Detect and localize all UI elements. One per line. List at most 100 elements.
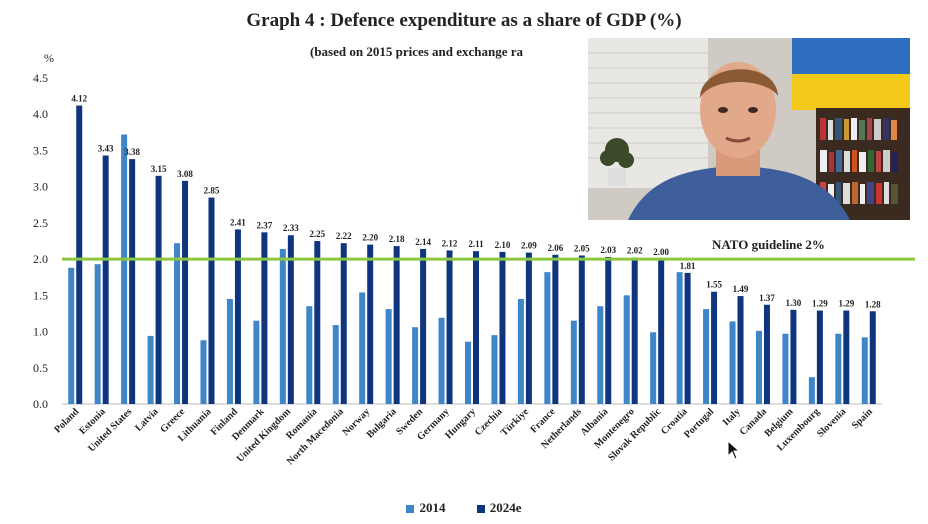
mouse-cursor-icon [727,440,741,460]
bar-2024e [473,251,479,404]
y-axis-label: % [44,51,54,65]
bar-2024e [869,311,876,404]
data-label-2024e: 2.41 [230,217,246,227]
bars [68,105,876,405]
data-label-2024e: 2.12 [442,238,458,248]
bar-2014 [385,309,392,404]
data-label-2024e: 4.12 [71,94,87,104]
data-label-2024e: 1.29 [812,299,828,309]
bar-2024e [155,175,162,404]
data-label-2024e: 2.20 [362,233,378,243]
legend-label-2014: 2014 [419,500,446,515]
bar-2014 [226,298,233,404]
data-label-2024e: 2.22 [336,231,352,241]
bar-2014 [279,248,286,404]
legend-item-2024e: 2024e [476,500,522,516]
bar-2014 [597,306,604,404]
y-tick-label: 3.5 [33,143,48,157]
data-label-2024e: 2.03 [600,245,616,255]
data-label-2024e: 1.30 [786,298,802,308]
bar-2014 [68,267,75,404]
bar-2014 [306,306,313,404]
bar-2024e [129,159,136,404]
bar-2014 [253,320,260,404]
y-tick-label: 3.0 [33,180,48,194]
y-tick-label: 0.5 [33,361,48,375]
category-label: Poland [52,406,81,435]
data-label-2024e: 2.85 [204,186,220,196]
data-label-2024e: 2.25 [309,229,325,239]
bar-2024e [552,254,559,404]
bar-2014 [94,264,101,404]
legend-item-2014: 2014 [406,500,445,516]
bar-2024e [76,105,83,404]
presenter-webcam-overlay [588,38,910,220]
bar-2024e [737,296,744,404]
bar-chart: % 0.0 0.5 1.0 1.5 2.0 2.5 3.0 3.5 4.0 4.5 NATO gui… [33,51,915,467]
bar-2024e [446,250,453,404]
data-label-2024e: 3.43 [98,144,114,154]
bar-2024e [578,255,585,404]
category-label: Latvia [133,406,160,433]
bar-2024e [367,244,374,404]
bar-2024e [711,291,718,404]
legend-label-2024e: 2024e [489,500,522,515]
category-label: Italy [721,406,743,428]
bar-2024e [340,243,347,404]
bar-2014 [729,321,736,404]
bar-2024e [393,246,400,404]
data-label-2024e: 2.33 [283,223,299,233]
bar-2024e [182,180,189,404]
data-label-2024e: 2.09 [521,241,537,251]
data-label-2024e: 1.81 [680,261,696,271]
bar-2014 [200,340,207,404]
category-label: Türkiye [499,406,532,439]
y-tick-label: 2.0 [33,252,48,266]
bar-2024e [790,309,797,404]
data-label-2024e: 2.37 [257,220,273,230]
bar-2014 [491,335,498,404]
bar-2014 [465,341,471,404]
category-label: Slovenia [815,406,848,439]
y-tick-label: 1.5 [33,288,48,302]
chart-title: Graph 4 : Defence expenditure as a share… [246,10,682,31]
bar-2024e [816,310,823,404]
bar-2024e [684,272,691,404]
data-label-2024e: 2.05 [574,243,590,253]
bar-2024e [314,241,321,404]
bar-2024e [208,197,215,404]
nato-guideline-label: NATO guideline 2% [712,237,825,252]
data-label-2024e: 3.38 [124,147,140,157]
y-tick-label: 1.0 [33,325,48,339]
bar-2014 [359,292,366,404]
bar-2014 [517,298,524,404]
bar-2024e [631,257,638,404]
bar-2024e [499,251,506,404]
bar-2014 [703,309,710,404]
data-label-2024e: 2.18 [389,234,405,244]
y-tick-label: 2.5 [33,216,48,230]
y-tick-label: 0.0 [33,397,48,411]
bar-2014 [782,333,789,404]
bar-2024e [234,229,241,404]
bar-2014 [121,134,128,405]
bar-2014 [438,317,445,404]
bar-2024e [605,256,612,404]
data-label-2024e: 2.14 [415,237,431,247]
data-label-2024e: 2.02 [627,246,643,256]
bar-2024e [261,232,268,404]
data-label-2024e: 1.37 [759,293,775,303]
bar-2014 [623,295,630,404]
bar-2024e [763,304,770,404]
data-label-2024e: 3.08 [177,169,193,179]
bar-2014 [412,327,419,404]
y-tick-label: 4.5 [33,71,48,85]
bar-2024e [525,252,532,404]
bar-2014 [332,325,339,404]
data-label-2024e: 2.06 [547,243,563,253]
data-label-2024e: 1.28 [865,299,881,309]
data-label-2024e: 1.29 [838,299,854,309]
y-axis: % 0.0 0.5 1.0 1.5 2.0 2.5 3.0 3.5 4.0 4.5 [33,51,882,411]
data-label-2024e: 1.49 [733,284,749,294]
